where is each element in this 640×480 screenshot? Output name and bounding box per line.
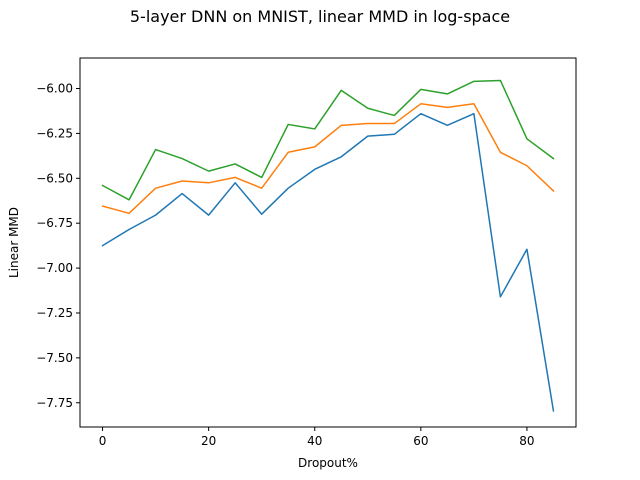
axes-frame [79, 57, 577, 428]
y-tick-label: −7.50 [36, 351, 73, 365]
y-tick-label: −7.00 [36, 261, 73, 275]
y-tick-label: −6.50 [36, 171, 73, 185]
x-axis: 0 20 40 60 80 [99, 427, 535, 448]
y-tick-label: −7.25 [36, 306, 73, 320]
x-axis-label: Dropout% [298, 456, 358, 470]
series-line-2 [101, 103, 555, 215]
x-tick-label: 20 [201, 434, 216, 448]
x-tick-label: 80 [519, 434, 534, 448]
x-tick-label: 60 [413, 434, 428, 448]
series-line-3 [101, 79, 555, 201]
chart-title: 5-layer DNN on MNIST, linear MMD in log-… [130, 7, 510, 26]
y-axis-label: Linear MMD [7, 207, 21, 278]
y-axis: −6.00 −6.25 −6.50 −6.75 −7.00 −7.25 −7.50 −7.75 [36, 82, 80, 410]
x-tick-label: 40 [307, 434, 322, 448]
y-tick-label: −6.75 [36, 216, 73, 230]
y-tick-label: −7.75 [36, 396, 73, 410]
y-tick-label: −6.00 [36, 82, 73, 96]
y-tick-label: −6.25 [36, 126, 73, 140]
series-layer [101, 79, 555, 412]
series-line-1 [101, 112, 555, 412]
x-tick-label: 0 [99, 434, 107, 448]
